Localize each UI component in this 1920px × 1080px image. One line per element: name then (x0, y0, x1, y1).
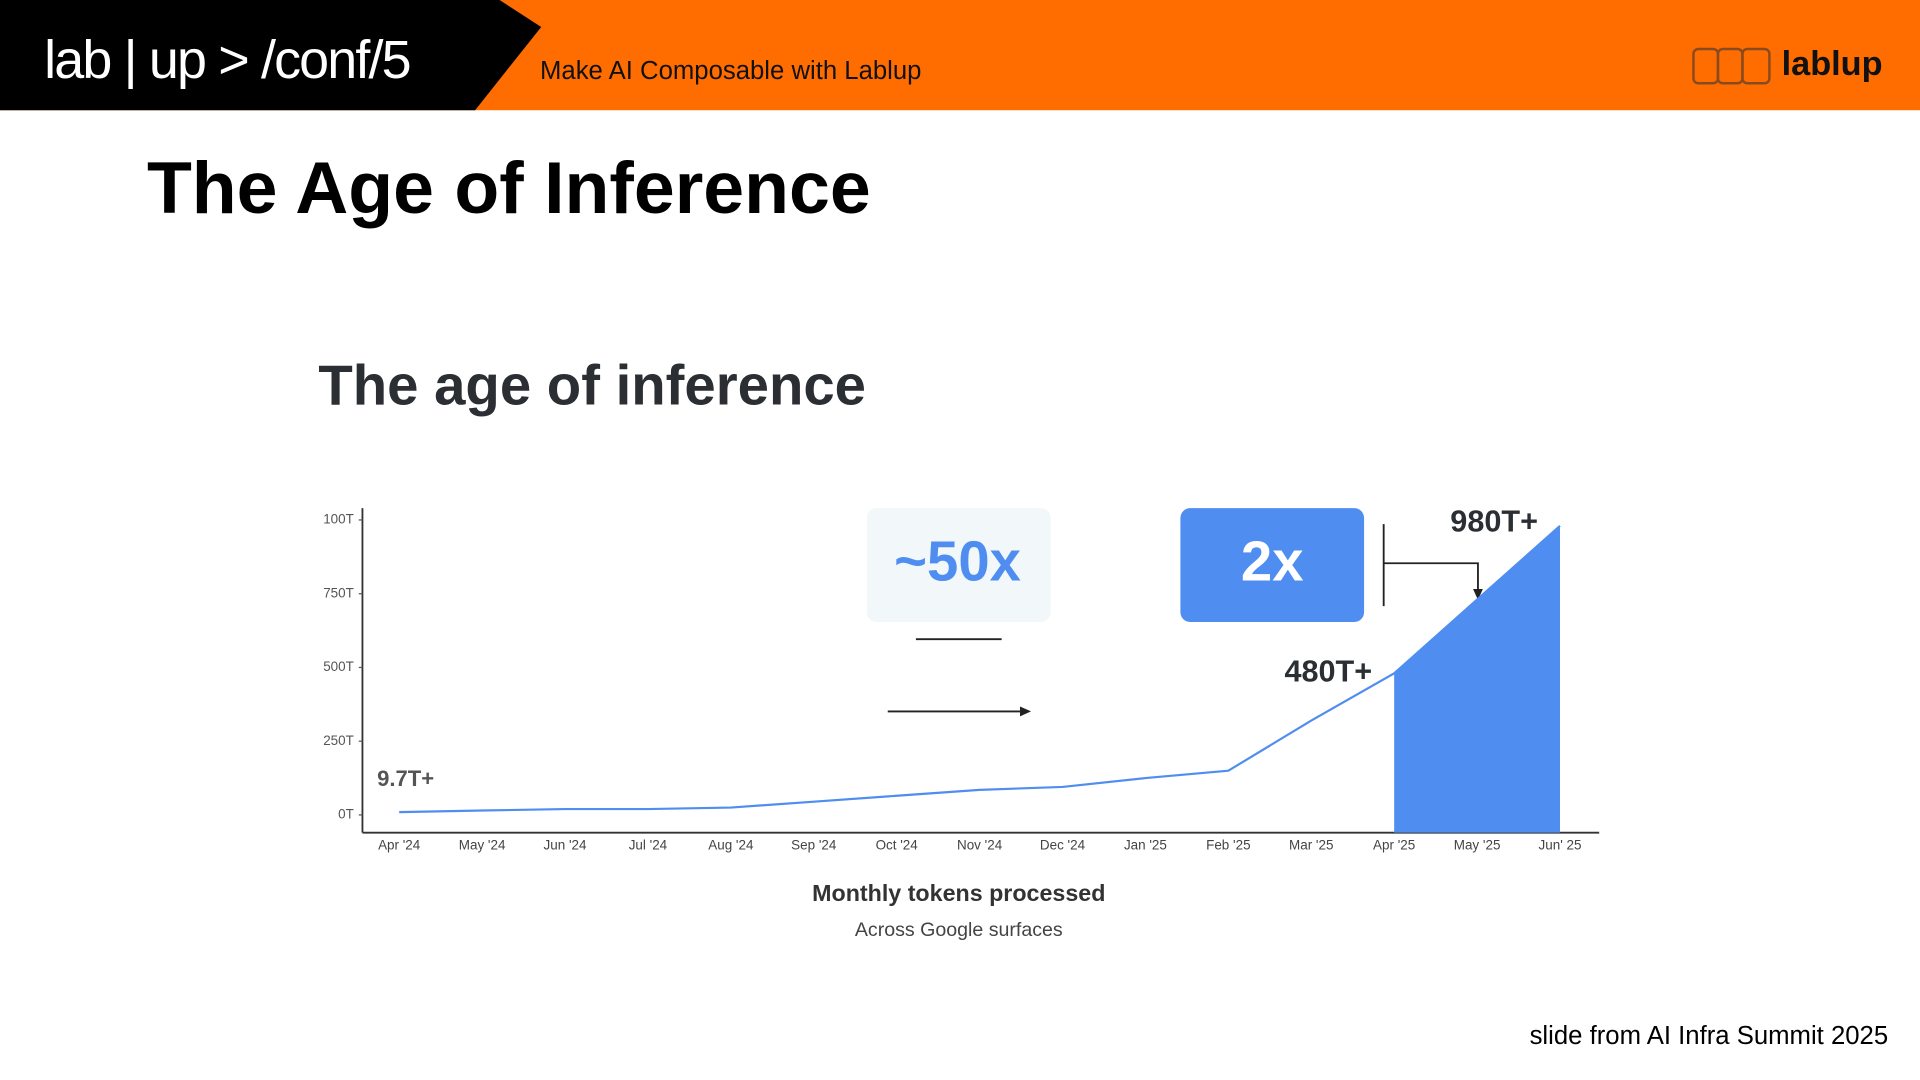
line (399, 525, 1561, 814)
x-tick-label: Jun' 25 (1539, 838, 1582, 853)
x-tick-label: Apr '25 (1373, 838, 1415, 853)
x-tick-label: Jun '24 (544, 838, 587, 853)
annotation: ~50x (894, 530, 1021, 593)
y-tick-label: 500T (323, 659, 354, 674)
y-tick-label: 750T (323, 585, 354, 600)
logo-icon (1692, 47, 1771, 85)
y-tick-label: 0T (338, 807, 354, 822)
x-tick-label: Oct '24 (876, 838, 919, 853)
y-tick-label: 100T (323, 512, 354, 527)
x-tick-label: Mar '25 (1289, 838, 1333, 853)
area (1394, 525, 1560, 833)
data-label: 9.7T+ (377, 766, 434, 791)
bracket (1382, 524, 1479, 607)
data-label: 480T+ (1284, 654, 1372, 688)
tagline: Make AI Composable with Lablup (540, 57, 921, 85)
x-tick-label: Dec '24 (1040, 838, 1086, 853)
x-axis-title: Monthly tokens processed (812, 880, 1105, 906)
annotation: 2x (1241, 530, 1304, 593)
x-tick-label: May '25 (1454, 838, 1501, 853)
x-tick-label: Feb '25 (1206, 838, 1250, 853)
chart-title: The age of inference (318, 353, 866, 416)
footer: slide from AI Infra Summit 2025 (1530, 1022, 1889, 1050)
data-label: 980T+ (1450, 505, 1538, 539)
x-tick-label: Aug '24 (708, 838, 754, 853)
y-tick-label: 250T (323, 733, 354, 748)
logo-text: lablup (1782, 45, 1883, 83)
slide-title: The Age of Inference (147, 146, 871, 229)
arrow-head (1473, 588, 1483, 600)
x-tick-label: May '24 (459, 838, 506, 853)
annotation-box (1180, 508, 1365, 623)
brand: lab | up > /conf/5 (44, 30, 410, 90)
x-tick-label: Sep '24 (791, 838, 837, 853)
x-tick-label: Jul '24 (629, 838, 668, 853)
chart-subtitle: Across Google surfaces (855, 919, 1063, 941)
x-tick-label: Nov '24 (957, 838, 1003, 853)
x-tick-label: Jan '25 (1124, 838, 1167, 853)
arrow-head (1020, 706, 1032, 717)
header-brand-bg (0, 0, 542, 111)
annotation-box (866, 508, 1051, 623)
x-tick-label: Apr '24 (378, 838, 421, 853)
